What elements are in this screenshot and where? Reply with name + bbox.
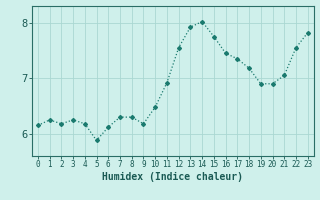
X-axis label: Humidex (Indice chaleur): Humidex (Indice chaleur) (102, 172, 243, 182)
